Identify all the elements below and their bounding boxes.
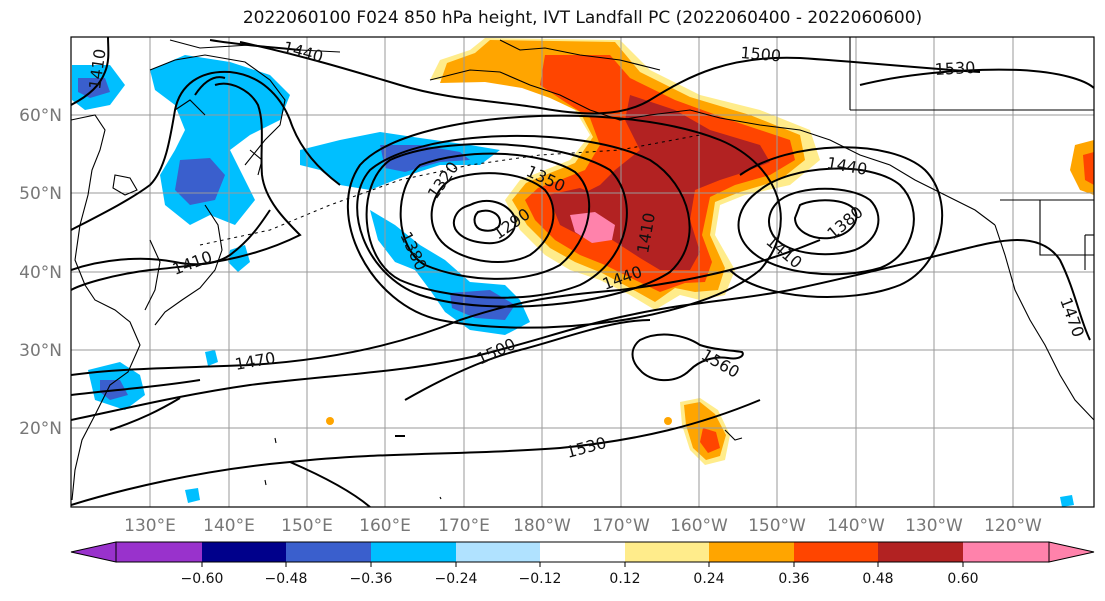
colorbar-tick-label: 0.60 [947,571,978,587]
colorbar-tick-label: 0.24 [693,571,724,587]
coast-japan [154,204,223,326]
lat-label: 60°N [19,106,62,126]
contour-1350 [399,152,591,280]
lon-label: 120°W [984,516,1042,536]
date-line [199,134,701,246]
colorbar-segment [540,542,625,562]
colorbar-tick-label: −0.12 [519,571,562,587]
lat-label: 50°N [19,184,62,204]
colorbar-arrow-left [70,541,117,563]
lon-label: 160°E [359,516,411,536]
coast-korea [144,239,161,311]
lon-label: 160°W [670,516,728,536]
colorbar-segment [963,542,1049,562]
colorbar: −0.60 −0.48 −0.36 −0.24 −0.12 0.12 0.24 … [70,541,1095,587]
contour-1320 [430,172,555,263]
map-title: 2022060100 F024 850 hPa height, IVT Land… [242,8,923,28]
colorbar-segment [625,542,709,562]
colorbar-tick-label: −0.48 [265,571,308,587]
colorbar-segment [794,542,878,562]
colorbar-arrow-right [1048,541,1095,563]
colorbar-tick-label: −0.36 [350,571,393,587]
lon-label: 130°E [124,516,176,536]
lat-label: 40°N [19,263,62,283]
colorbar-segment [371,542,456,562]
coast-north-america [994,224,1094,421]
contour-label: 1530 [934,58,976,79]
colorbar-segment [709,542,794,562]
colorbar-segment [456,542,540,562]
coast-alaska [429,69,996,226]
contour-1440-high [729,146,944,298]
height-contours [71,37,1094,507]
lat-label: 20°N [19,419,62,439]
lon-label: 130°W [905,516,963,536]
coast-kamchatka [149,54,286,166]
lon-label: 150°W [748,516,806,536]
colorbar-tick-label: 0.12 [609,571,640,587]
lon-label: 170°W [592,516,650,536]
colorbar-tick-label: −0.24 [435,571,478,587]
colorbar-tick-label: 0.48 [862,571,893,587]
map-frame [70,36,1095,508]
colorbar-tick-label: 0.36 [778,571,809,587]
colorbar-segment [202,542,286,562]
coastlines [71,37,1094,501]
lon-label: 140°W [827,516,885,536]
contour-1290 [452,199,517,245]
contour-1440-low [346,114,782,329]
contour-1410-low [356,134,691,308]
contour-1410-high [737,167,915,276]
colorbar-tick-label: −0.60 [181,571,224,587]
lon-label: 180°W [513,516,571,536]
lon-label: 170°E [438,516,490,536]
latitude-labels: 60°N 50°N 40°N 30°N 20°N [19,106,62,439]
contour-label: 1500 [740,43,782,65]
colorbar-segment [116,542,202,562]
lon-label: 150°E [281,516,333,536]
colorbar-segment [286,542,371,562]
longitude-labels: 130°E 140°E 150°E 160°E 170°E 180°W 170°… [124,516,1042,536]
colorbar-segment [878,542,963,562]
lon-label: 140°E [203,516,255,536]
contour-1380-high [768,187,880,256]
contour-1380 [365,142,628,299]
lat-label: 30°N [19,341,62,361]
